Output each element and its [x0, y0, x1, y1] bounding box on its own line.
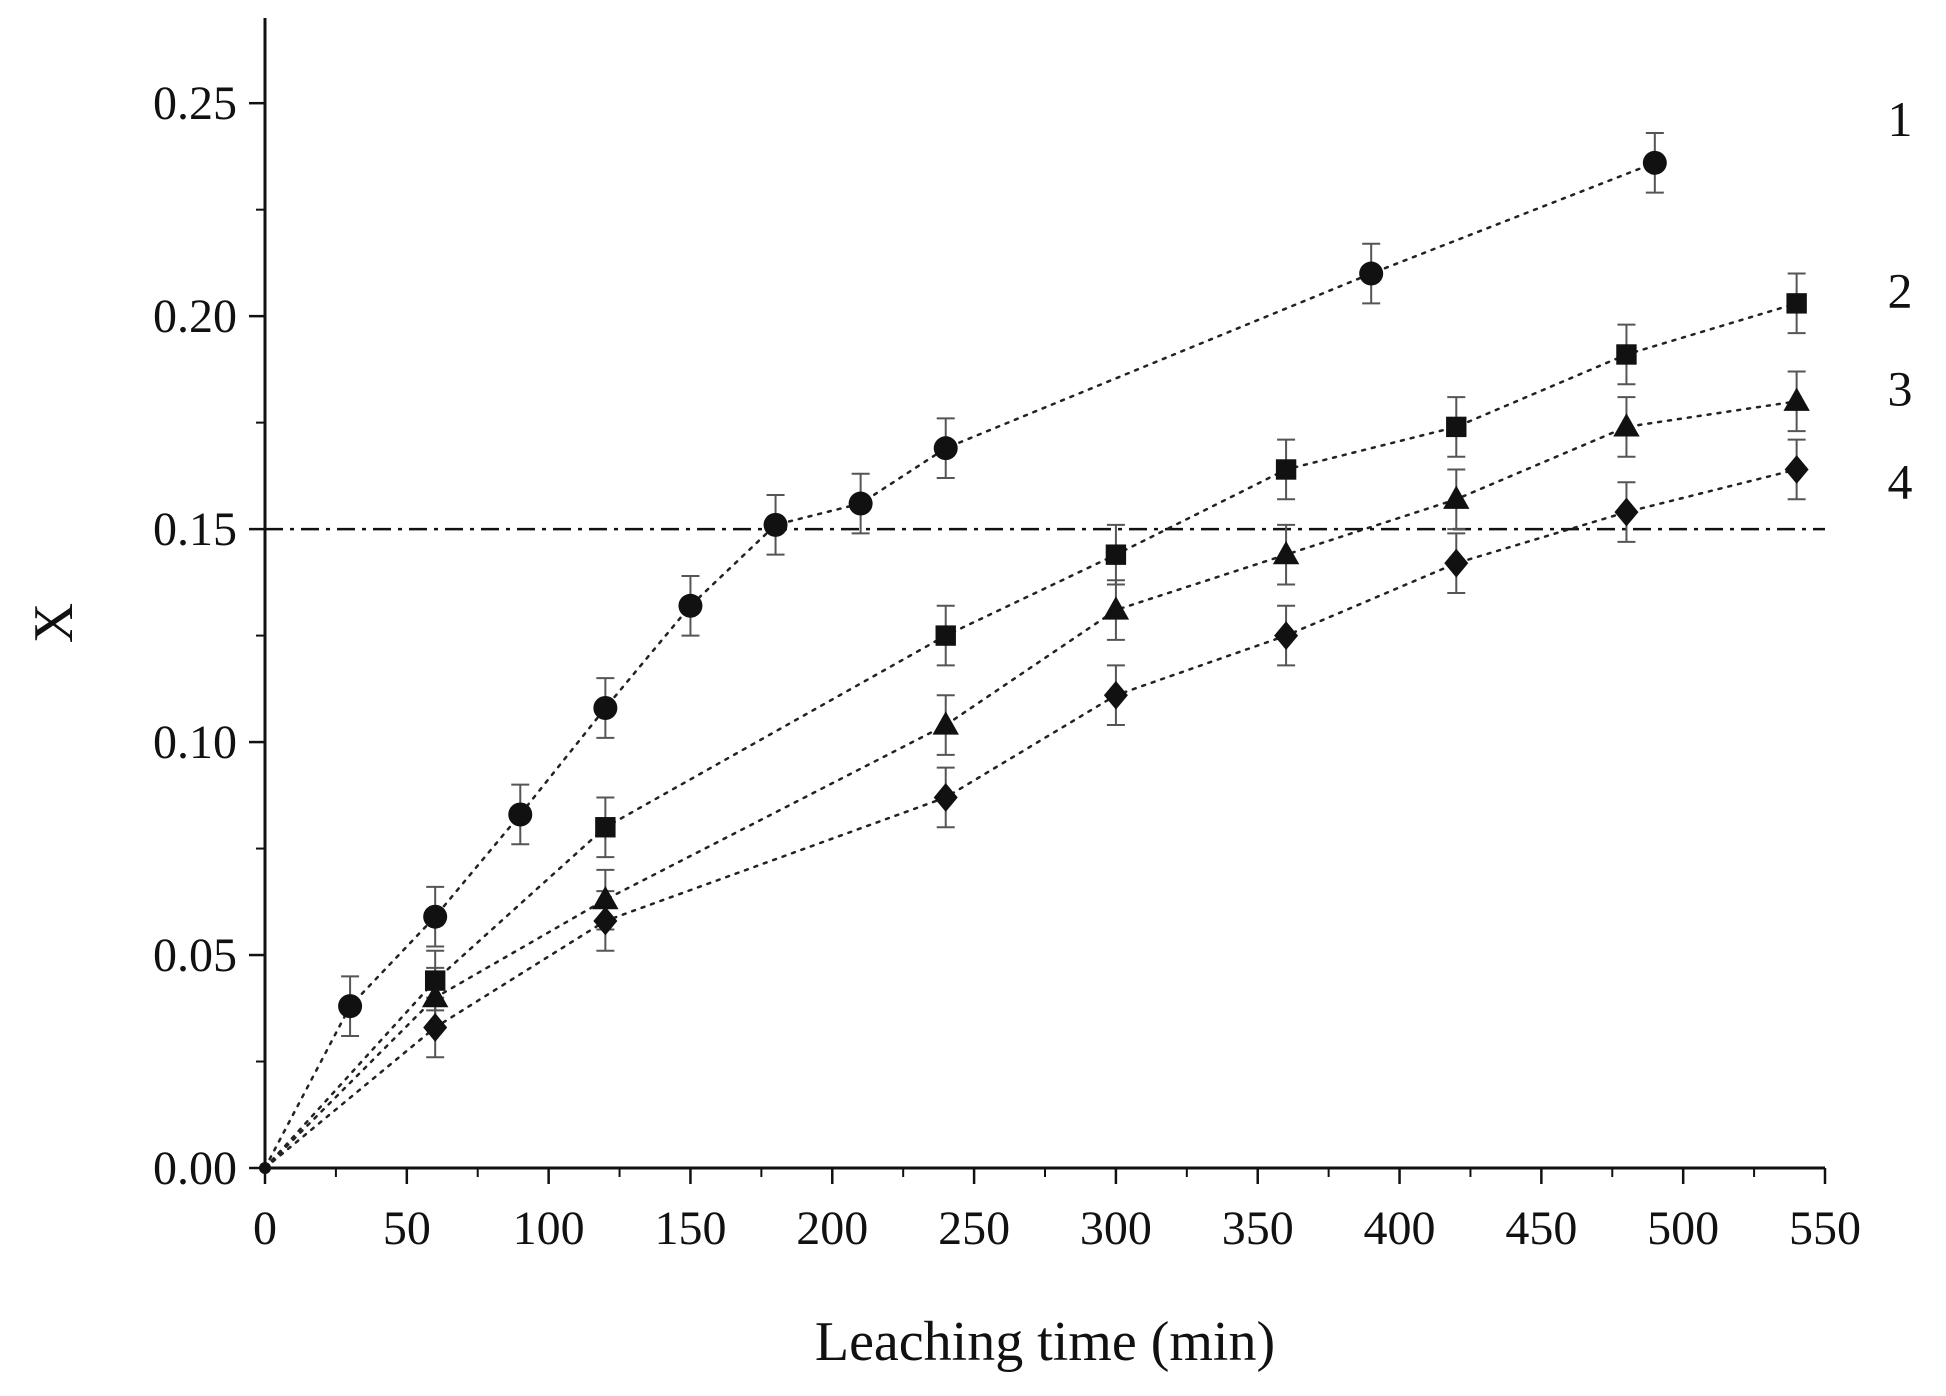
- y-tick-label-0.10: 0.10: [153, 716, 237, 769]
- y-tick-label-0.05: 0.05: [153, 929, 237, 982]
- point-series-4-120: [593, 906, 618, 936]
- point-series-4-300: [1103, 680, 1128, 710]
- point-series-2-60: [424, 970, 446, 991]
- point-series-1-30: [338, 994, 363, 1019]
- y-axis-title: X: [23, 603, 85, 643]
- x-tick-label-100: 100: [513, 1202, 585, 1255]
- y-tick-label-0.15: 0.15: [153, 503, 237, 556]
- x-tick-label-400: 400: [1364, 1202, 1436, 1255]
- point-series-4-360: [1274, 621, 1299, 650]
- point-series-2-480: [1616, 344, 1637, 365]
- point-series-3-420: [1443, 485, 1470, 509]
- point-series-1-490: [1642, 150, 1667, 175]
- point-series-3-540: [1783, 387, 1810, 411]
- series-label-4: 4: [1888, 453, 1913, 509]
- fit-line-series-1: [263, 161, 1657, 1170]
- error-bars-layer: [341, 132, 1806, 1059]
- x-tick-label-350: 350: [1222, 1202, 1294, 1255]
- point-series-2-120: [595, 817, 616, 838]
- fit-line-series-4: [263, 468, 1798, 1170]
- point-series-2-360: [1275, 459, 1297, 480]
- x-tick-label-0: 0: [253, 1202, 277, 1255]
- fit-line-series-3: [263, 400, 1798, 1170]
- point-series-4-240: [933, 783, 958, 812]
- x-axis-title: Leaching time (min): [815, 1311, 1275, 1373]
- point-series-3-120: [592, 885, 619, 910]
- x-tick-label-450: 450: [1505, 1202, 1577, 1255]
- point-series-3-300: [1102, 596, 1130, 620]
- y-tick-label-0.20: 0.20: [153, 290, 237, 343]
- point-series-2-540: [1786, 293, 1807, 314]
- y-tick-label-0.00: 0.00: [153, 1142, 237, 1195]
- x-tick-label-500: 500: [1647, 1202, 1719, 1255]
- x-tick-label-150: 150: [654, 1202, 726, 1255]
- point-series-3-360: [1272, 540, 1300, 565]
- axes: 0 50 100 150 200 250 300 350 400 450 500 550 0.00 0.0…: [153, 18, 1861, 1255]
- x-tick-label-50: 50: [383, 1202, 431, 1255]
- point-series-3-480: [1613, 413, 1640, 437]
- point-series-3-240: [932, 711, 959, 735]
- point-series-1-210: [848, 491, 873, 516]
- point-series-4-540: [1784, 455, 1809, 484]
- point-series-1-240: [933, 436, 958, 461]
- point-series-1-60: [423, 904, 448, 929]
- fit-lines-layer: [263, 161, 1798, 1170]
- point-series-1-150: [678, 593, 703, 618]
- point-series-1-90: [508, 802, 533, 827]
- fit-line-series-2: [263, 302, 1798, 1170]
- point-series-4-420: [1444, 548, 1469, 578]
- x-tick-label-550: 550: [1789, 1202, 1861, 1255]
- series-labels: 1 2 3 4: [1888, 91, 1913, 509]
- series-label-2: 2: [1888, 262, 1913, 318]
- point-series-2-420: [1446, 416, 1467, 438]
- x-tick-label-250: 250: [938, 1202, 1010, 1255]
- y-tick-label-0.25: 0.25: [153, 77, 237, 130]
- point-series-3-60: [421, 983, 449, 1008]
- x-tick-label-300: 300: [1080, 1202, 1152, 1255]
- point-series-2-300: [1105, 544, 1127, 565]
- series-label-3: 3: [1888, 360, 1913, 416]
- point-series-1-390: [1359, 261, 1384, 286]
- data-markers-layer: [259, 150, 1810, 1174]
- series-label-1: 1: [1888, 91, 1913, 147]
- point-series-1-120: [593, 696, 618, 720]
- point-series-4-60: [423, 1013, 448, 1042]
- point-series-2-240: [935, 625, 956, 646]
- x-tick-label-200: 200: [796, 1202, 868, 1255]
- point-series-4-480: [1614, 497, 1639, 527]
- point-series-1-180: [763, 512, 788, 537]
